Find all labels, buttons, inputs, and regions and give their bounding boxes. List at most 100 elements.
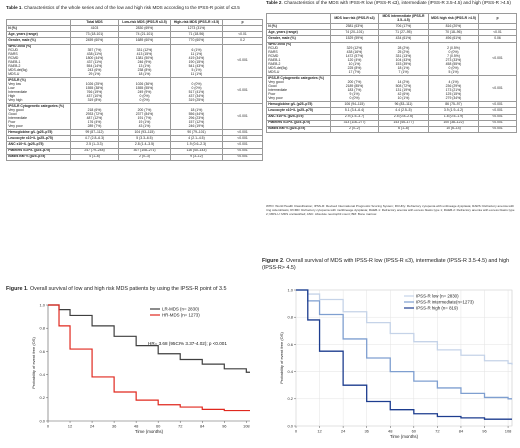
table1: Total MDS Low-risk MDS (IPSS-R ≤3.5) High-… [6,18,263,161]
x-tick-label: 72 [435,429,440,434]
cell-line: Hemoglobine g/L (p25–p75) [8,129,53,134]
x-tick-label: 108 [505,429,512,434]
y-tick-label: 0.0 [39,418,45,423]
table2-row-label: IPSS-R Cytogenetic categories (%) Very go… [266,75,331,103]
series-line [296,289,513,365]
cell-line: RAEB-1 [8,59,21,64]
cell-line: 104 (43%) [395,57,412,62]
cell-line: 1555 (55%) [135,85,154,90]
table2-cell: <0.001 [478,125,517,133]
table1-cell: 0 (0%) 0 (0%) 517 (41%) 437 (34%) 319 (25%) [170,77,223,105]
table1-cell: 200 (7%) 2377 (84%) 191 (7%) 19 (1%) 43 (1%) [118,103,171,131]
figure2-title: Figure 2. Overall survival of MDS with I… [262,258,518,271]
x-tick-label: 24 [341,429,346,434]
x-tick-label: 84 [200,424,205,429]
cell-line: 14 (2%) [397,79,410,84]
table2-cell: 200 (7%) 2189 (85%) 183 (7%) 9 (1%) 0 (0%) [330,75,379,103]
table1-row: WHO 2008 (%) RCUD RARS RCMD RAEB-1 RAEB-2 MDS-… [6,43,263,79]
table2-row: WHO 2008 (%) RCUD RARS RCMD RAEB-1 RAEB-2 MDS-… [266,41,517,77]
cell-line: 7 (0.5%) [447,53,460,58]
table1-cell: 1026 (36%) 1555 (55%) 249 (9%) 0 (0%) 0 (0%) [118,77,171,105]
cell-line: 18 (1%) [397,65,410,70]
cell-line: Leucocyte x10⁹/L (p25–p75) [8,135,53,140]
cell-line: Low [8,85,15,90]
figure1-plot: 0.0 0.2 0.4 0.6 0.8 1.0 0 12 24 36 48 60 72 84 96 108 Ti… [31,302,250,434]
figure2-label: Figure 2 [262,258,283,264]
cell-line: 7 (1%) [398,69,409,74]
cell-line: 249 (9%) [137,89,152,94]
cell-line: 331 (13%) [395,53,412,58]
cell-line: 246 (19%) [188,123,205,128]
cell-line: 153 (39%) [395,61,412,66]
x-tick-label: 96 [482,429,487,434]
cell-line: 9 (1%) [349,91,360,96]
cell-line: 25 (2%) [397,50,410,55]
table1-row: Blasts BM % (p25–p75) 4 (1–6) 2 (0–3) 9 (3–… [6,153,263,161]
cell-line: 42 (6%) [397,91,410,96]
table2-label: Table 2 [266,0,282,5]
cell-line: 1555 (38%) [85,85,104,90]
x-tick-label: 108 [243,424,250,429]
cell-line: Good [8,111,17,116]
cell-line: Very poor [8,123,23,128]
table1-cell: 357 (7%) 438 (11%) 1800 (44%) 437 (11%) 554 … [70,43,119,79]
cell-line: ANC x10⁹/L (p25–p75) [268,114,304,119]
table1-cell: 9 (3–12) [170,153,223,161]
table2-header-cell: p [478,12,517,25]
cell-line: 43 (1%) [138,123,151,128]
cell-line: Blasts BM % (p25–p75) [268,126,306,131]
cell-line: 190 (15%) [188,59,205,64]
legend-label: IPSS-R intermediate(n=1273) [416,300,474,305]
figure1-label: Figure 1 [6,286,27,292]
table2-caption-text: . Characteristics of the MDS with IPSS-R… [281,0,511,5]
cell-line: 246 (9%) [137,59,152,64]
cell-line: 0 (0%) [349,95,360,100]
table2-row-label: Blasts BM % (p25–p75) [266,125,331,133]
cell-line: RARS [8,52,18,57]
y-tick-label: 0.4 [287,369,293,374]
figure1-annotation: HR= 3.68 (95CI% 3.37-4.02); p <0.001 [148,341,227,346]
cell-line: 173 (21%) [445,87,462,92]
cell-line: 2 (0.5%) [447,46,460,51]
cell-line: Intermediate [268,87,288,92]
table2-cell: 14 (2%) 508 (72%) 131 (19%) 42 (6%) 10 (1%) [378,75,429,103]
cell-line: 508 (72%) [395,83,412,88]
cell-line: 1026 (25%) [85,81,104,86]
table2-cell: 0.06 [478,35,517,43]
cell-line: 273 (33%) [445,57,462,62]
table2-header-cell: MDS intermediate (IPSS-R 3.5–4.5) [378,12,429,25]
cell-line: 419 (34%) [188,56,205,61]
table1-cell: 4 (1–6) [70,153,119,161]
x-tick-label: 48 [388,429,393,434]
y-tick-label: 0.4 [39,372,45,377]
cell-line: 517 (41%) [188,89,205,94]
table2-header-cell [266,12,331,25]
x-axis-title: Time (months) [390,434,419,439]
legend-label: LR-MDS (n= 2830) [162,307,200,312]
x-tick-label: 72 [178,424,183,429]
x-tick-label: 24 [90,424,95,429]
cell-line: 236 (29%) [445,83,462,88]
cell-line: Hemoglobine g/L (p25–p75) [268,101,313,106]
cell-line: 458 (55%) [445,61,462,66]
x-axis-title: Time (months) [135,429,164,434]
cell-line: N (%) [8,25,17,30]
table2-row: IPSS-R Cytogenetic categories (%) Very go… [266,75,517,103]
cell-line: IPSS-R Cytogenetic categories (%) [8,103,64,108]
cell-line: 176 (4%) [87,119,102,124]
table1-cell: 2 (0–3) [118,153,171,161]
table1-cell: <0.001 [222,43,263,79]
table1-row-label: Blasts BM % (p25–p75) [6,153,71,161]
cell-line: MDS-del(5q) [268,65,288,70]
series-line [296,289,512,420]
cell-line: Age, years (range) [268,29,298,34]
cell-line: 13 (1%) [138,63,151,68]
x-tick-label: 36 [112,424,117,429]
cell-line: 225 (8%) [347,65,362,70]
cell-line: 1026 (36%) [135,81,154,86]
cell-line: 5 (1%) [191,67,202,72]
table1-cell: 0.2 [222,37,263,45]
cell-line: 2377 (84%) [135,111,154,116]
cell-line: Good [268,83,277,88]
plot-frame [295,289,513,427]
